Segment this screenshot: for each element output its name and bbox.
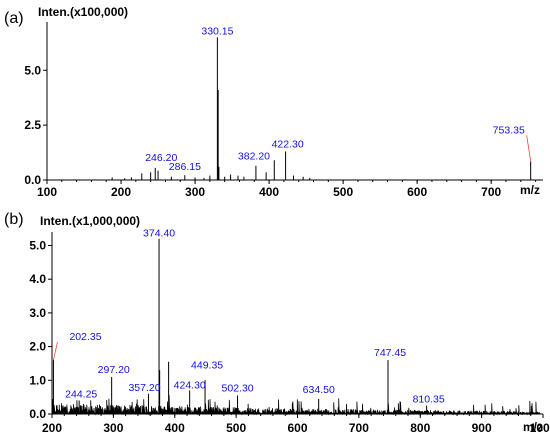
peak-label: 297.20: [98, 364, 130, 376]
x-tick-label: 900: [472, 421, 492, 435]
peak-label: 382.20: [238, 151, 270, 163]
peak-label: 449.35: [191, 359, 223, 371]
y-tick-label: 0.0: [24, 173, 41, 187]
x-tick-label: 600: [287, 421, 307, 435]
panel-b-peaks: [52, 238, 428, 414]
x-tick-label: 700: [349, 421, 369, 435]
y-tick-label: 5.0: [29, 238, 46, 252]
peak-label: 747.45: [374, 347, 406, 359]
panel-b-label: (b): [4, 211, 24, 228]
y-tick-label: 3.0: [29, 306, 46, 320]
peak-label: 246.20: [145, 152, 177, 164]
x-tick-label: 400: [259, 185, 279, 199]
spectrum-panel-b: (b) Inten.(x1,000,000) 200 300 400 500 600 70…: [4, 211, 550, 435]
x-tick-label: 200: [42, 421, 62, 435]
peak-label: 202.35: [69, 331, 101, 343]
peak-label: 810.35: [413, 394, 445, 406]
x-tick-label: 300: [185, 185, 205, 199]
peak-leader-line: [53, 341, 58, 361]
peak-label: 424.30: [174, 379, 206, 391]
peak-label: 753.35: [493, 124, 525, 136]
x-tick-label: 700: [481, 185, 501, 199]
x-tick-label: 200: [111, 185, 131, 199]
peak-label: 634.50: [303, 384, 335, 396]
peak-label: 286.15: [169, 161, 201, 173]
x-tick-label: 100: [37, 185, 57, 199]
panel-a-mz-label: m/z: [520, 183, 540, 197]
panel-a-peaks: [111, 37, 532, 180]
spectrum-panel-a: (a) Inten.(x100,000) 100 200 300 400 500 600 7…: [4, 5, 543, 199]
noise-trace: [51, 395, 541, 416]
peak-label: 422.30: [272, 138, 304, 150]
x-tick-label: 500: [333, 185, 353, 199]
x-tick-label: 300: [103, 421, 123, 435]
panel-a-tick-labels: 100 200 300 400 500 600 700 0.0 2.5 5.0: [24, 63, 501, 199]
x-tick-label: 800: [410, 421, 430, 435]
x-tick-label: 600: [407, 185, 427, 199]
panel-a-intensity-label: Inten.(x100,000): [38, 5, 128, 19]
peak-label: 357.20: [128, 382, 160, 394]
y-tick-label: 0.0: [29, 407, 46, 421]
panel-b-mz-label: m/z: [523, 420, 543, 434]
panel-a-label: (a): [4, 10, 24, 27]
panel-b-intensity-label: Inten.(x1,000,000): [40, 214, 140, 228]
x-tick-label: 400: [165, 421, 185, 435]
y-tick-label: 2.5: [24, 118, 41, 132]
x-tick-label: 500: [226, 421, 246, 435]
peak-label: 244.25: [65, 389, 97, 401]
panel-b-axes: [48, 232, 544, 418]
panel-a-axes: [43, 22, 543, 184]
peak-label: 502.30: [222, 382, 254, 394]
y-tick-label: 2.0: [29, 340, 46, 354]
peak-leader-line: [526, 135, 532, 162]
peak-label: 330.15: [201, 25, 233, 37]
y-tick-label: 1.0: [29, 373, 46, 387]
y-tick-label: 5.0: [24, 63, 41, 77]
y-tick-label: 4.0: [29, 272, 46, 286]
peak-label: 374.40: [143, 228, 175, 240]
panel-b-peak-labels: 202.35 244.25 297.20 357.20 374.40 424.30 449.…: [53, 228, 445, 406]
panel-b-noise-baseline: [51, 395, 541, 416]
